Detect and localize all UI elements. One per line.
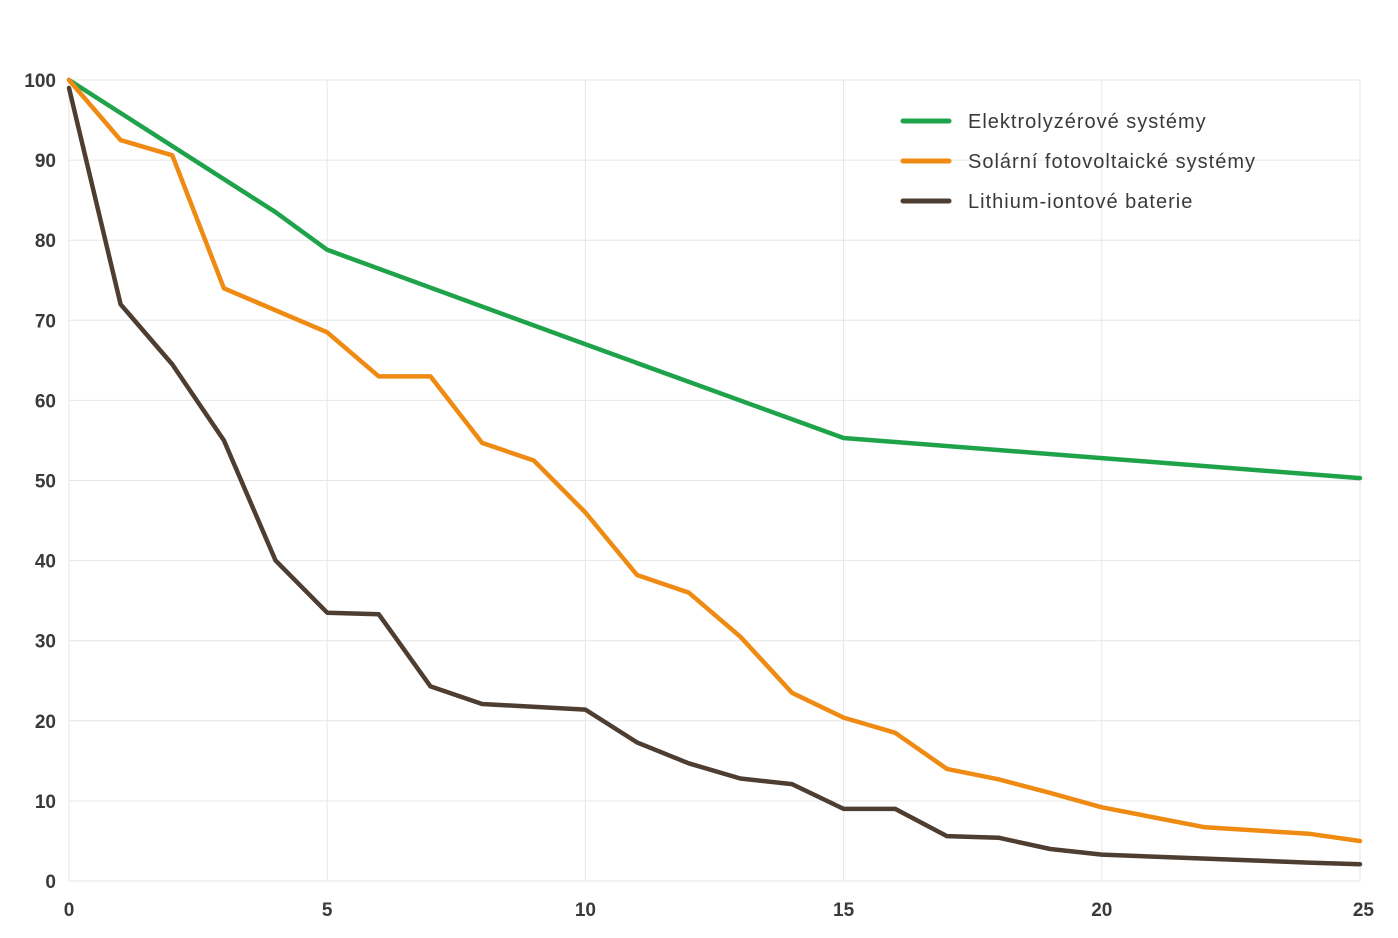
x-tick-label: 20 bbox=[1091, 900, 1112, 921]
y-tick-label: 10 bbox=[35, 792, 56, 813]
x-tick-label: 5 bbox=[322, 900, 333, 921]
y-tick-label: 90 bbox=[35, 151, 56, 172]
x-tick-label: 0 bbox=[64, 900, 75, 921]
legend-label: Lithium-iontové baterie bbox=[968, 191, 1193, 213]
y-tick-label: 70 bbox=[35, 311, 56, 332]
y-tick-label: 60 bbox=[35, 391, 56, 412]
series-lines bbox=[66, 77, 1363, 867]
series-line-1 bbox=[66, 77, 1363, 481]
series-line-2 bbox=[66, 77, 1363, 844]
y-tick-label: 100 bbox=[24, 71, 56, 92]
y-tick-label: 30 bbox=[35, 632, 56, 653]
x-tick-label: 10 bbox=[575, 900, 596, 921]
y-tick-label: 20 bbox=[35, 712, 56, 733]
y-tick-label: 0 bbox=[45, 872, 56, 893]
x-tick-label: 25 bbox=[1353, 900, 1375, 921]
series-line-3 bbox=[66, 85, 1363, 867]
legend-label: Elektrolyzérové systémy bbox=[968, 111, 1207, 133]
x-tick-label: 15 bbox=[833, 900, 855, 921]
x-axis-tick-labels: 0 5 10 15 20 25 bbox=[64, 900, 1375, 921]
y-tick-label: 50 bbox=[35, 472, 56, 493]
y-tick-label: 80 bbox=[35, 231, 56, 252]
legend-label: Solární fotovoltaické systémy bbox=[968, 151, 1256, 173]
legend: Elektrolyzérové systémy Solární fotovolta… bbox=[900, 111, 1256, 213]
y-axis-tick-labels: 0 10 20 30 40 50 60 70 80 90 100 bbox=[24, 71, 56, 893]
y-tick-label: 40 bbox=[35, 552, 56, 573]
grid bbox=[68, 79, 1361, 882]
